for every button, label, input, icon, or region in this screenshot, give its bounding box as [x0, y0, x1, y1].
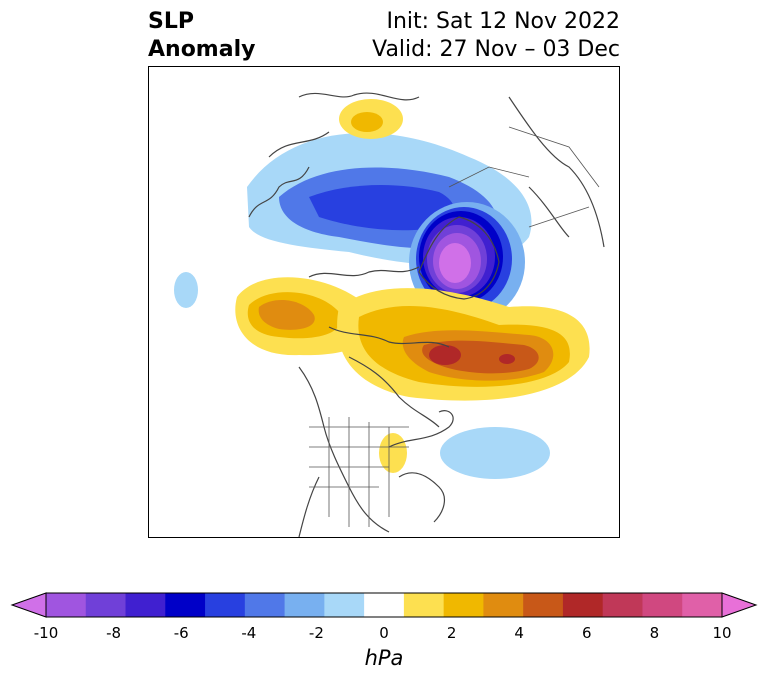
colorbar-cell — [562, 593, 604, 617]
negative-anomaly-area — [309, 185, 454, 231]
colorbar-lower-extension — [10, 592, 47, 618]
colorbar — [10, 592, 758, 618]
colorbar-cell — [403, 593, 445, 617]
negative-anomaly-area — [174, 272, 198, 308]
tick-label: -6 — [173, 624, 189, 642]
colorbar-cell — [85, 593, 127, 617]
tick-label: -4 — [241, 624, 257, 642]
title-line-1: SLP — [148, 9, 194, 34]
colorbar-cell — [125, 593, 166, 617]
low-pressure-center — [439, 243, 471, 283]
tick-label: 6 — [582, 624, 592, 642]
anomaly-map — [148, 66, 620, 538]
colorbar-cell — [46, 593, 87, 617]
colorbar-unit: hPa — [364, 646, 404, 670]
colorbar-upper-extension — [721, 592, 758, 618]
date-info: Init: Sat 12 Nov 2022 Valid: 27 Nov – 03… — [372, 8, 620, 64]
coastlines — [248, 92, 605, 537]
title-line-2: Anomaly — [148, 37, 256, 62]
colorbar-cell — [165, 593, 206, 617]
colorbar-cell — [205, 593, 246, 617]
state-borders — [309, 126, 600, 527]
colorbar-frame — [45, 592, 723, 618]
tick-label: 2 — [446, 624, 457, 642]
high-pressure-center — [429, 345, 461, 365]
colorbar-cell — [244, 593, 286, 617]
colorbar-cell — [602, 593, 643, 617]
colorbar-cell — [443, 593, 484, 617]
colorbar-cell — [483, 593, 524, 617]
tick-label: 8 — [649, 624, 660, 642]
colorbar-cell — [324, 593, 365, 617]
init-date: Init: Sat 12 Nov 2022 — [386, 9, 620, 34]
positive-anomaly-area — [258, 300, 315, 330]
tick-label: 0 — [379, 624, 389, 642]
valid-range: Valid: 27 Nov – 03 Dec — [372, 37, 620, 62]
map-title: SLP Anomaly — [148, 8, 255, 64]
colorbar-cell — [284, 593, 325, 617]
tick-label: 10 — [712, 624, 732, 642]
colorbar-cell — [682, 593, 723, 617]
tick-label: -2 — [308, 624, 324, 642]
negative-anomaly-area — [440, 427, 550, 479]
colorbar-cell — [523, 593, 564, 617]
tick-label: -10 — [33, 624, 59, 642]
colorbar-cell — [642, 593, 683, 617]
high-pressure-center — [499, 354, 515, 364]
positive-anomaly-area — [351, 112, 383, 132]
tick-label: -8 — [106, 624, 122, 642]
map-canvas — [174, 92, 605, 537]
tick-label: 4 — [514, 624, 524, 642]
colorbar-cell — [364, 593, 405, 617]
